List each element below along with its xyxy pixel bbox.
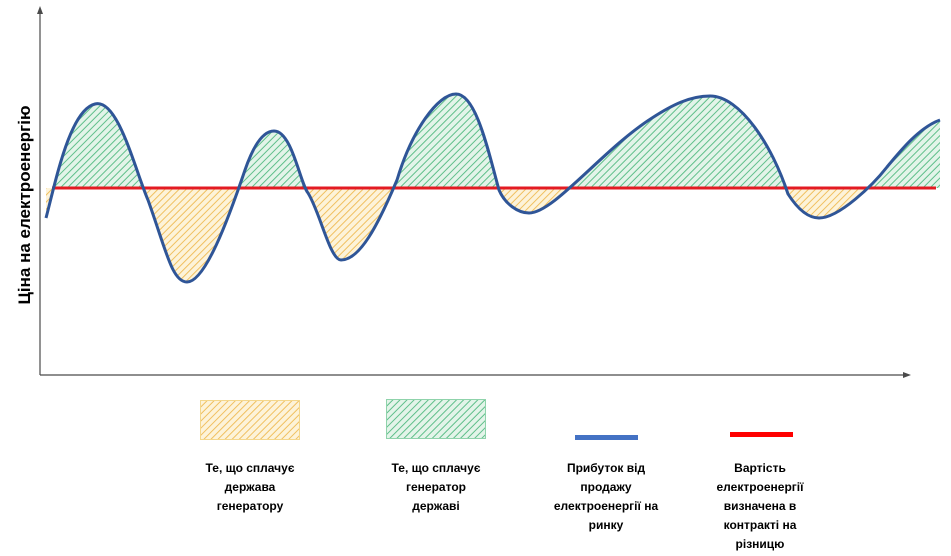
y-axis-label: Ціна на електроенергію	[15, 105, 34, 305]
legend-state-pays-line-3: генератору	[216, 499, 284, 513]
y-axis-arrow	[37, 6, 43, 14]
legend-market-income-line-3: електроенергії на	[553, 499, 659, 513]
state-pays-swatch	[200, 400, 300, 440]
generator-pays-swatch	[386, 399, 486, 439]
legend-contract-price-line-3: визначена в	[723, 499, 797, 513]
market-price-curve	[44, 92, 941, 284]
legend-contract-price-line-5: різницю	[735, 537, 785, 551]
legend-market-income: Прибуток від продажу електроенергії на р…	[526, 459, 686, 535]
x-axis-arrow	[903, 372, 911, 378]
axes	[37, 6, 911, 378]
legend-market-income-line-4: ринку	[588, 518, 624, 532]
legend-contract-price-line-2: електроенергії	[716, 480, 804, 494]
legend-market-income-line-2: продажу	[580, 480, 632, 494]
legend-contract-price-line-4: контракті на	[723, 518, 797, 532]
legend-contract-price-line-1: Вартість	[734, 461, 786, 475]
legend-contract-price: Вартість електроенергії визначена в конт…	[690, 459, 830, 554]
legend-market-income-line-1: Прибуток від	[566, 461, 646, 475]
contract-price-swatch	[730, 432, 793, 437]
legend-state-pays-line-2: держава	[224, 480, 276, 494]
legend-generator-pays-line-2: генератор	[406, 480, 466, 494]
legend-generator-pays: Те, що сплачує генератор державі	[356, 459, 516, 516]
legend-state-pays: Те, що сплачує держава генератору	[170, 459, 330, 516]
generator-pays-area	[46, 94, 940, 188]
legend-generator-pays-line-1: Те, що сплачує	[391, 461, 481, 475]
legend-generator-pays-line-3: державі	[412, 499, 460, 513]
price-diagram	[37, 6, 941, 378]
market-income-swatch	[575, 435, 638, 440]
state-pays-area	[46, 188, 940, 282]
legend-state-pays-line-1: Те, що сплачує	[205, 461, 295, 475]
